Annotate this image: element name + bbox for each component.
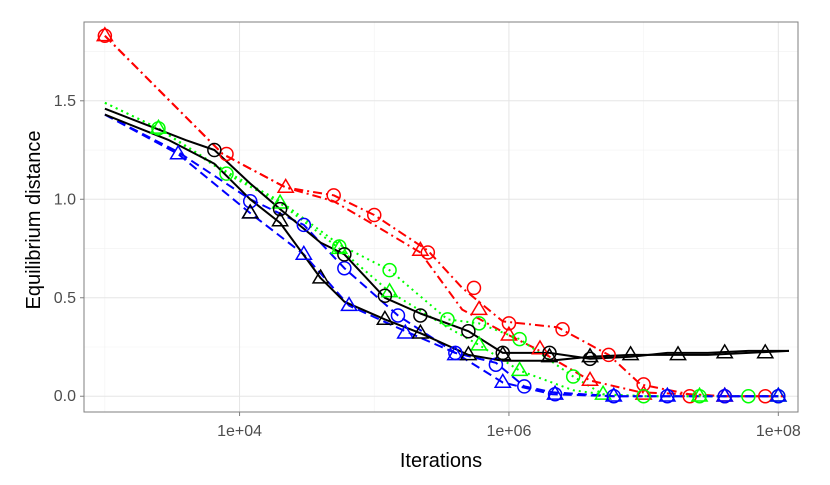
triangle-marker bbox=[546, 384, 564, 400]
triangle-marker bbox=[446, 345, 465, 361]
triangle-marker bbox=[459, 345, 478, 361]
triangle-marker bbox=[756, 343, 775, 359]
triangle-marker bbox=[604, 386, 623, 402]
series-line-2 bbox=[104, 35, 784, 398]
circle-marker bbox=[555, 322, 570, 337]
y-tick-label: 0.0 bbox=[54, 388, 76, 405]
triangle-marker bbox=[634, 384, 653, 400]
triangle-marker bbox=[715, 343, 734, 359]
circle-marker bbox=[512, 331, 527, 347]
triangle-marker bbox=[594, 384, 612, 400]
circle-marker bbox=[692, 388, 707, 404]
triangle-marker bbox=[470, 300, 488, 316]
circle-marker bbox=[466, 280, 482, 296]
triangle-marker bbox=[95, 26, 114, 42]
triangle-marker bbox=[375, 309, 394, 325]
triangle-marker bbox=[169, 144, 188, 160]
circle-marker bbox=[377, 288, 393, 304]
circle-marker bbox=[601, 347, 616, 363]
circle-marker bbox=[151, 121, 166, 136]
circle-marker bbox=[413, 308, 428, 323]
circle-marker bbox=[326, 188, 341, 203]
plot-panel-border bbox=[83, 21, 799, 413]
triangle-marker bbox=[581, 347, 599, 363]
circle-marker bbox=[565, 369, 581, 384]
x-tick-label: 1e+08 bbox=[756, 423, 801, 440]
triangle-marker bbox=[669, 345, 687, 361]
y-tick-label: 1.5 bbox=[54, 93, 76, 110]
circle-marker bbox=[296, 217, 312, 233]
circle-marker bbox=[440, 312, 455, 327]
circle-marker bbox=[390, 308, 406, 323]
triangle-marker bbox=[276, 177, 295, 194]
triangle-marker bbox=[493, 372, 512, 389]
circle-marker bbox=[207, 142, 222, 158]
circle-marker bbox=[517, 379, 532, 394]
circle-marker bbox=[741, 388, 756, 404]
circle-marker bbox=[366, 207, 382, 223]
triangle-marker bbox=[271, 211, 290, 227]
triangle-marker bbox=[621, 345, 640, 361]
triangle-marker bbox=[769, 386, 788, 402]
circle-marker bbox=[219, 166, 234, 181]
circle-marker bbox=[682, 388, 697, 404]
circle-marker bbox=[242, 193, 258, 209]
triangle-marker bbox=[330, 239, 349, 255]
circle-marker bbox=[771, 388, 786, 404]
triangle-marker bbox=[271, 193, 290, 209]
circle-marker bbox=[717, 388, 732, 404]
circle-marker bbox=[660, 388, 675, 404]
x-axis-title: Iterations bbox=[400, 450, 482, 472]
axis-ticks: 1e+04 1e+06 1e+08 0.0 0.5 1.0 1.5 bbox=[54, 93, 801, 440]
triangle-marker bbox=[581, 371, 599, 387]
circle-marker bbox=[547, 387, 563, 402]
triangle-marker bbox=[340, 296, 358, 312]
circle-marker bbox=[337, 260, 352, 276]
triangle-marker bbox=[311, 268, 330, 284]
triangle-marker bbox=[396, 323, 415, 339]
triangle-marker bbox=[149, 118, 168, 134]
series-line-7 bbox=[104, 107, 789, 360]
triangle-marker bbox=[470, 335, 488, 351]
circle-marker bbox=[542, 345, 557, 361]
y-axis-title: Equilibrium distance bbox=[23, 131, 45, 310]
triangle-marker bbox=[510, 361, 529, 377]
triangle-marker bbox=[715, 386, 734, 402]
circle-marker bbox=[272, 201, 288, 217]
series-line-6 bbox=[104, 113, 779, 398]
triangle-marker bbox=[294, 244, 313, 260]
triangle-marker bbox=[411, 323, 430, 339]
circle-marker bbox=[471, 316, 487, 331]
y-tick-label: 1.0 bbox=[54, 191, 76, 208]
triangle-marker bbox=[690, 386, 709, 402]
circle-marker bbox=[606, 388, 621, 404]
circle-marker bbox=[97, 28, 113, 44]
triangle-marker bbox=[531, 339, 549, 355]
x-tick-label: 1e+06 bbox=[486, 423, 531, 440]
circle-marker bbox=[420, 245, 436, 260]
circle-marker bbox=[382, 262, 397, 278]
circle-marker bbox=[636, 377, 651, 392]
x-tick-label: 1e+04 bbox=[217, 423, 262, 440]
series-markers bbox=[95, 26, 788, 404]
triangle-marker bbox=[658, 386, 677, 402]
y-tick-label: 0.5 bbox=[54, 290, 76, 307]
triangle-marker bbox=[411, 241, 430, 257]
triangle-marker bbox=[380, 282, 399, 298]
triangle-marker bbox=[540, 347, 559, 363]
circle-marker bbox=[636, 388, 651, 404]
circle-marker bbox=[337, 247, 352, 262]
triangle-marker bbox=[241, 203, 260, 219]
circle-marker bbox=[501, 316, 517, 331]
triangle-marker bbox=[493, 345, 512, 361]
triangle-marker bbox=[500, 325, 518, 341]
circle-marker bbox=[461, 323, 476, 339]
